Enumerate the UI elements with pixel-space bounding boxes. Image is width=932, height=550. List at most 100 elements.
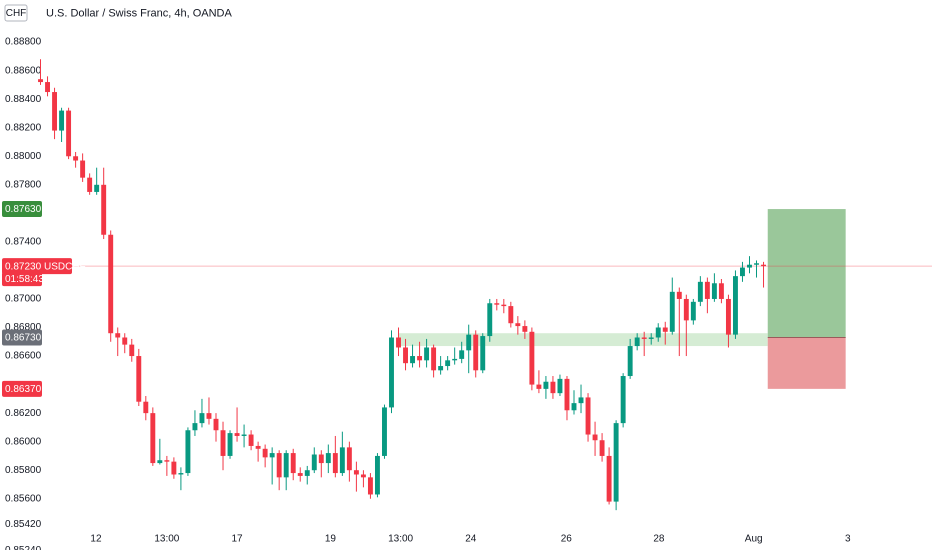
- candle-body: [94, 184, 100, 192]
- y-tick-label: 0.88200: [5, 122, 42, 133]
- candle-body: [718, 283, 724, 299]
- y-tick-label: 0.88600: [5, 65, 42, 76]
- x-tick-label: 26: [561, 534, 573, 545]
- candle-body: [290, 453, 296, 474]
- candle-body: [276, 453, 282, 478]
- candle-body: [241, 434, 247, 436]
- candle-body: [515, 323, 521, 327]
- candle-body: [578, 397, 584, 404]
- candle-body: [683, 298, 689, 321]
- candle-body: [571, 403, 577, 411]
- candle-body: [754, 263, 759, 265]
- candle-body: [585, 397, 591, 435]
- x-tick-label: 13:00: [154, 534, 179, 545]
- candle-body: [311, 454, 317, 471]
- candle-body: [417, 356, 423, 361]
- candle-body: [213, 418, 219, 431]
- current-symbol: USDCHF: [44, 261, 86, 272]
- y-tick-label: 0.87400: [5, 237, 42, 248]
- candle-body: [332, 453, 338, 474]
- candle-body: [761, 264, 766, 267]
- y-tick-label: 0.86000: [5, 436, 42, 447]
- y-tick-label: 0.87000: [5, 294, 42, 305]
- candle-body: [382, 407, 387, 456]
- x-tick-label: 12: [90, 534, 102, 545]
- candle-body: [150, 413, 156, 464]
- candle-body: [262, 448, 268, 458]
- y-tick-label: 0.85800: [5, 465, 42, 476]
- candle-body: [557, 378, 563, 394]
- candle-body: [185, 430, 191, 474]
- candle-body: [536, 384, 542, 389]
- candle-body: [171, 461, 177, 475]
- candle-body: [192, 423, 198, 431]
- candle-body: [396, 337, 401, 348]
- price-badge: [2, 380, 42, 397]
- candle-body: [431, 347, 437, 371]
- candle-body: [346, 447, 352, 471]
- y-tick-label: 0.86200: [5, 408, 42, 419]
- x-tick-label: 28: [653, 534, 665, 545]
- candle-body: [438, 366, 444, 371]
- candle-body: [669, 291, 675, 332]
- candle-body: [613, 423, 619, 502]
- candle-body: [52, 92, 58, 131]
- candle-body: [220, 430, 226, 456]
- candle-body: [255, 445, 261, 449]
- price-badge-label: 0.86730: [5, 333, 42, 344]
- candle-body: [403, 347, 408, 364]
- position-profit: [767, 209, 846, 338]
- candle-body: [487, 303, 493, 337]
- candle-body: [38, 79, 43, 83]
- y-tick-label: 0.85420: [5, 519, 42, 530]
- candle-body: [606, 455, 612, 502]
- y-tick-label: 0.86600: [5, 351, 42, 362]
- y-tick-label: 0.88800: [5, 37, 42, 48]
- candle-body: [80, 160, 86, 178]
- candle-body: [592, 434, 598, 441]
- candle-body: [676, 291, 682, 299]
- price-badge: [2, 201, 42, 218]
- candle-body: [59, 110, 65, 131]
- candle-body: [627, 346, 633, 377]
- candle-body: [704, 281, 710, 299]
- current-price-label: 0.87230: [5, 261, 42, 272]
- candle-body: [662, 327, 668, 332]
- y-tick-label: 0.87800: [5, 179, 42, 190]
- candle-body: [136, 356, 142, 402]
- candle-body: [360, 474, 366, 478]
- candle-body: [690, 301, 696, 321]
- candle-body: [129, 344, 135, 357]
- candle-body: [740, 267, 745, 277]
- candle-body: [648, 337, 654, 339]
- candle-body: [248, 434, 254, 446]
- candle-body: [508, 306, 514, 324]
- candle-body: [66, 110, 72, 157]
- symbol-box[interactable]: [4, 4, 28, 22]
- x-tick-label: 24: [465, 534, 477, 545]
- x-tick-label: 13:00: [388, 534, 413, 545]
- candle-body: [283, 453, 289, 478]
- candle-body: [45, 82, 50, 93]
- candle-body: [269, 453, 275, 458]
- candle-body: [227, 433, 233, 456]
- candle-body: [480, 336, 486, 371]
- candle-body: [550, 381, 556, 394]
- candle-body: [115, 333, 121, 338]
- candle-body: [304, 470, 310, 476]
- candle-body: [73, 156, 79, 161]
- countdown: 01:58:43: [5, 274, 44, 285]
- price-badge-label: 0.87630: [5, 204, 42, 215]
- candle-body: [459, 350, 465, 359]
- candle-body: [747, 264, 752, 268]
- candle-body: [599, 440, 605, 456]
- candle-body: [501, 304, 507, 307]
- x-tick-label: Aug: [745, 534, 763, 545]
- candle-body: [452, 358, 458, 361]
- y-tick-label: 0.86800: [5, 322, 42, 333]
- candle-body: [178, 473, 184, 475]
- candle-body: [318, 454, 324, 464]
- symbol-badge[interactable]: CHF: [6, 8, 27, 19]
